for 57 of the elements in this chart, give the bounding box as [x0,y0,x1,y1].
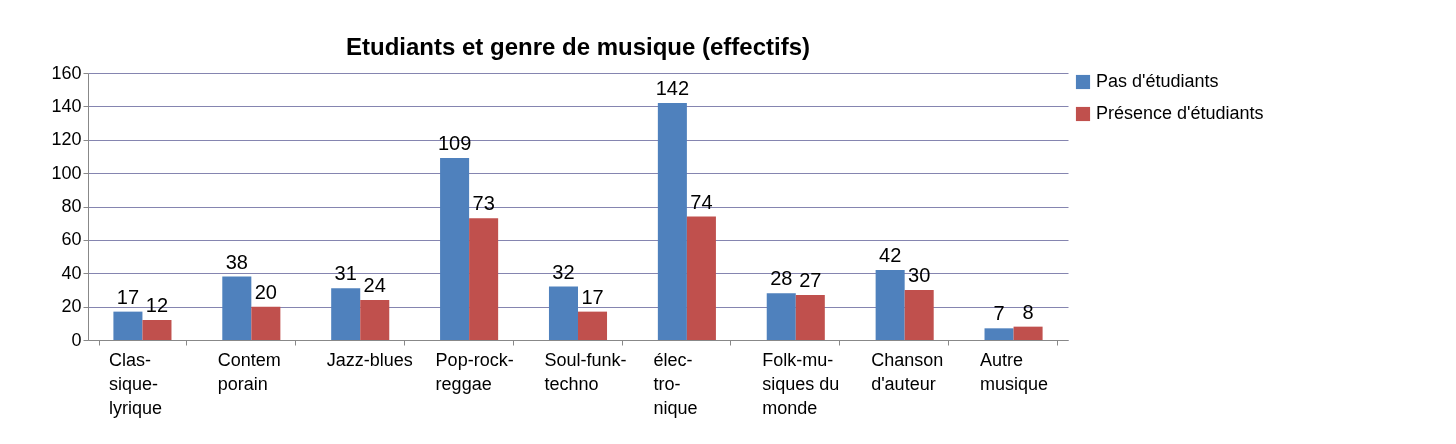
bar [113,311,143,340]
data-label: 27 [799,268,822,291]
chart-title: Etudiants et genre de musique (effectifs) [345,33,811,60]
bar [222,276,252,340]
x-tick-label: Clas- sique- lyrique [108,349,162,418]
bar [984,328,1014,340]
data-label: 24 [363,273,386,296]
data-label: 74 [690,190,713,213]
x-tick-label: Chanson d'auteur [871,349,944,394]
bar [142,319,172,340]
x-tick-label: Soul-funk- techno [544,349,627,394]
y-tick-label: 60 [61,229,82,250]
x-tick-label: élec- tro- nique [653,349,698,418]
legend-label: Pas d'étudiants [1096,71,1219,91]
data-label: 32 [552,260,575,283]
data-label: 12 [145,293,169,316]
bar [1013,326,1043,340]
bar [331,288,361,340]
data-label: 20 [254,280,277,303]
bar [795,294,825,340]
data-label: 28 [770,267,793,290]
bar [686,216,716,340]
y-tick-label: 80 [61,196,82,216]
y-tick-label: 20 [61,296,82,317]
bar [440,158,470,340]
bar [875,269,905,340]
data-label: 42 [879,243,902,266]
data-label: 17 [581,285,604,308]
bar [469,218,499,340]
data-label: 109 [437,132,472,155]
y-tick-label: 160 [51,62,82,83]
x-tick-label: Contem porain [217,349,281,394]
x-tick-label: Jazz-blues [326,349,413,370]
x-tick-label: Folk-mu- siques du monde [762,349,840,418]
y-tick-label: 100 [51,162,82,183]
data-label: 17 [116,285,140,308]
y-tick-label: 40 [61,262,82,283]
bar [251,306,281,340]
data-label: 73 [472,192,495,215]
data-label: 38 [225,250,248,273]
x-tick-label: Pop-rock- reggae [435,349,514,394]
legend-label: Présence d'étudiants [1096,103,1264,123]
data-label: 142 [655,77,690,100]
y-tick-label: 120 [51,129,82,150]
bar [548,286,578,340]
data-label: 31 [334,262,357,285]
data-label: 7 [993,302,1005,325]
y-tick-label: 0 [71,329,82,350]
data-label: 30 [908,263,931,286]
x-tick-label: Autre musique [980,349,1049,394]
bar [657,103,687,340]
y-tick-label: 140 [51,95,82,116]
bar [578,311,608,340]
bar [904,289,934,340]
bar [766,293,796,340]
data-label: 8 [1022,300,1034,323]
bar [360,299,390,340]
